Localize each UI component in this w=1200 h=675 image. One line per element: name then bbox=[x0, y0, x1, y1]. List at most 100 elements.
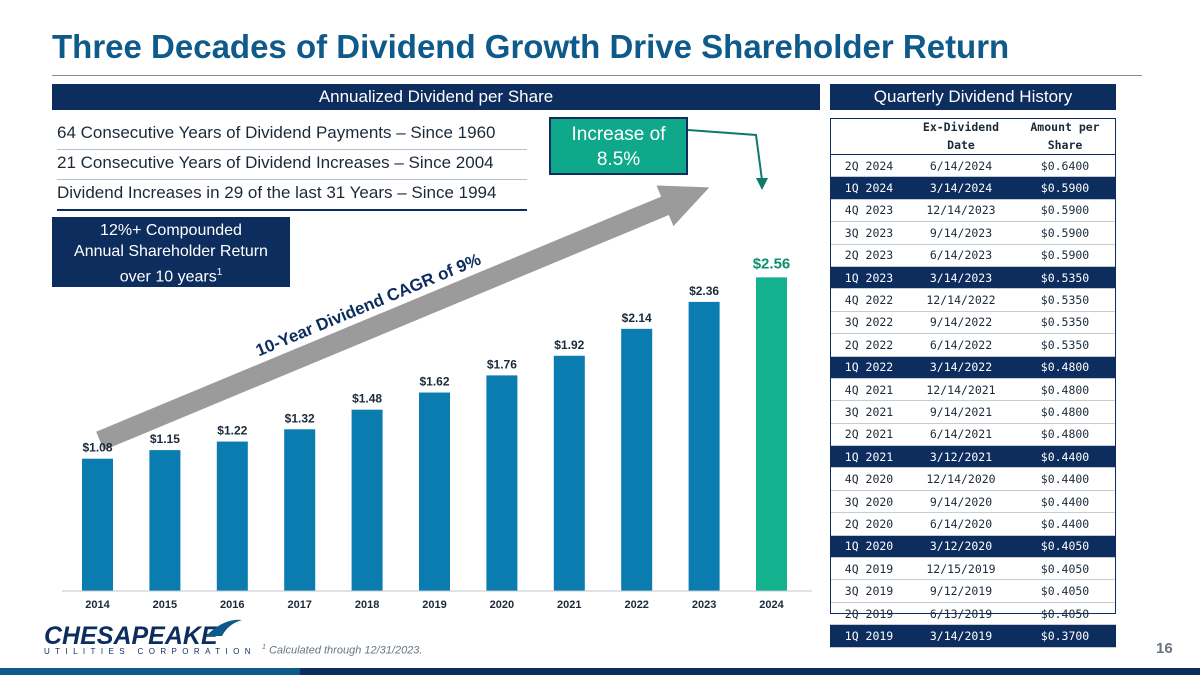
amount-cell: $0.5900 bbox=[1014, 221, 1116, 245]
quarter-cell: 2Q 2024 bbox=[830, 154, 908, 178]
exdate-cell: 9/14/2020 bbox=[908, 490, 1014, 514]
exdate-cell: 3/12/2021 bbox=[908, 445, 1014, 469]
bar-2016 bbox=[216, 441, 248, 591]
exdate-cell: 12/14/2023 bbox=[908, 199, 1014, 223]
page-title: Three Decades of Dividend Growth Drive S… bbox=[52, 28, 1010, 65]
quarter-cell: 3Q 2023 bbox=[830, 221, 908, 245]
quarter-cell: 1Q 2024 bbox=[830, 176, 908, 200]
exdate-cell: 9/14/2021 bbox=[908, 400, 1014, 424]
quarter-cell: 2Q 2020 bbox=[830, 512, 908, 536]
table-row: 2Q 2023 6/14/2023 $0.5900 bbox=[830, 244, 1116, 267]
col-header-quarter bbox=[830, 118, 908, 155]
company-logo: CHESAPEAKE UTILITIES CORPORATION bbox=[44, 619, 256, 656]
logo-subtitle: UTILITIES CORPORATION bbox=[44, 647, 256, 656]
amount-cell: $0.4400 bbox=[1014, 445, 1116, 469]
quarter-cell: 4Q 2020 bbox=[830, 467, 908, 491]
quarter-cell: 1Q 2021 bbox=[830, 445, 908, 469]
bar-2017 bbox=[284, 429, 316, 591]
x-tick-label: 2020 bbox=[490, 599, 514, 611]
exdate-cell: 6/14/2024 bbox=[908, 154, 1014, 178]
table-row: 2Q 2022 6/14/2022 $0.5350 bbox=[830, 333, 1116, 357]
x-tick-label: 2015 bbox=[153, 599, 177, 611]
bar-2021 bbox=[553, 355, 585, 591]
amount-cell: $0.4800 bbox=[1014, 378, 1116, 402]
quarter-cell: 1Q 2020 bbox=[830, 535, 908, 559]
col-header-exdate: Ex-Dividend Date bbox=[908, 118, 1014, 155]
fact-line: 64 Consecutive Years of Dividend Payment… bbox=[57, 120, 527, 150]
table-row: 4Q 2023 12/14/2023 $0.5900 bbox=[830, 199, 1116, 223]
bar-value-label: $1.92 bbox=[554, 338, 584, 352]
amount-cell: $0.5900 bbox=[1014, 244, 1116, 267]
exdate-cell: 6/14/2023 bbox=[908, 244, 1014, 267]
amount-cell: $0.4050 bbox=[1014, 535, 1116, 559]
bottom-bar bbox=[0, 668, 1200, 675]
table-row: 4Q 2022 12/14/2022 $0.5350 bbox=[830, 288, 1116, 312]
bar-value-label: $2.56 bbox=[753, 255, 791, 272]
quarter-cell: 3Q 2022 bbox=[830, 311, 908, 335]
col-header-amount: Amount per Share bbox=[1014, 118, 1116, 155]
x-tick-label: 2024 bbox=[759, 599, 784, 611]
dividend-facts: 64 Consecutive Years of Dividend Payment… bbox=[57, 120, 527, 211]
amount-cell: $0.4050 bbox=[1014, 557, 1116, 581]
logo-swoosh-icon bbox=[206, 619, 242, 636]
exdate-cell: 3/14/2022 bbox=[908, 356, 1014, 379]
quarter-cell: 4Q 2023 bbox=[830, 199, 908, 223]
bar-2020 bbox=[486, 375, 518, 591]
bar-2019 bbox=[419, 392, 450, 591]
bar-2018 bbox=[351, 409, 383, 591]
amount-cell: $0.4800 bbox=[1014, 423, 1116, 447]
quarterly-dividend-table: Ex-Dividend Date Amount per Share 2Q 2024 6… bbox=[830, 118, 1116, 648]
tsr-line-1: 12%+ Compounded bbox=[100, 222, 242, 239]
table-row: 3Q 2020 9/14/2020 $0.4400 bbox=[830, 490, 1116, 514]
footnote: 1 Calculated through 12/31/2023. bbox=[262, 644, 423, 657]
table-row: 3Q 2022 9/14/2022 $0.5350 bbox=[830, 311, 1116, 335]
amount-cell: $0.4800 bbox=[1014, 400, 1116, 424]
quarter-cell: 2Q 2021 bbox=[830, 423, 908, 447]
quarter-cell: 4Q 2019 bbox=[830, 557, 908, 581]
table-row: 4Q 2019 12/15/2019 $0.4050 bbox=[830, 557, 1116, 581]
bar-value-label: $1.15 bbox=[150, 432, 180, 446]
x-tick-label: 2021 bbox=[557, 599, 581, 611]
exdate-cell: 3/14/2024 bbox=[908, 176, 1014, 200]
amount-cell: $0.4400 bbox=[1014, 490, 1116, 514]
bar-2015 bbox=[149, 450, 181, 591]
exdate-cell: 12/15/2019 bbox=[908, 557, 1014, 581]
amount-cell: $0.5900 bbox=[1014, 176, 1116, 200]
shareholder-return-box: 12%+ Compounded Annual Shareholder Retur… bbox=[52, 217, 290, 287]
table-row: 2Q 2019 6/13/2019 $0.4050 bbox=[830, 602, 1116, 626]
table-row: 2Q 2021 6/14/2021 $0.4800 bbox=[830, 423, 1116, 447]
increase-line-2: 8.5% bbox=[596, 149, 641, 170]
amount-cell: $0.4400 bbox=[1014, 467, 1116, 491]
x-tick-label: 2014 bbox=[85, 599, 110, 611]
bar-value-label: $2.36 bbox=[689, 284, 719, 298]
quarter-cell: 4Q 2021 bbox=[830, 378, 908, 402]
table-row: 1Q 2019 3/14/2019 $0.3700 bbox=[830, 624, 1116, 648]
x-tick-label: 2016 bbox=[220, 599, 244, 611]
bar-2023 bbox=[688, 301, 720, 591]
table-row: 1Q 2024 3/14/2024 $0.5900 bbox=[830, 176, 1116, 200]
exdate-cell: 6/13/2019 bbox=[908, 602, 1014, 626]
increase-line-1: Increase of bbox=[571, 124, 666, 145]
bar-value-label: $1.32 bbox=[285, 411, 315, 425]
increase-box: Increase of 8.5% bbox=[549, 117, 688, 175]
x-tick-label: 2022 bbox=[624, 599, 648, 611]
x-tick-label: 2018 bbox=[355, 599, 379, 611]
amount-cell: $0.4800 bbox=[1014, 356, 1116, 379]
exdate-cell: 9/14/2023 bbox=[908, 221, 1014, 245]
table-row: 1Q 2021 3/12/2021 $0.4400 bbox=[830, 445, 1116, 469]
quarter-cell: 3Q 2020 bbox=[830, 490, 908, 514]
cagr-arrow-shape bbox=[96, 185, 710, 451]
amount-cell: $0.4050 bbox=[1014, 579, 1116, 603]
table-header-row: Ex-Dividend Date Amount per Share bbox=[830, 118, 1116, 155]
exdate-cell: 9/14/2022 bbox=[908, 311, 1014, 335]
quarter-cell: 1Q 2022 bbox=[830, 356, 908, 379]
quarter-cell: 3Q 2021 bbox=[830, 400, 908, 424]
bar-2014 bbox=[82, 458, 113, 591]
bar-value-label: $1.48 bbox=[352, 392, 382, 406]
exdate-cell: 3/14/2023 bbox=[908, 266, 1014, 290]
exdate-cell: 6/14/2021 bbox=[908, 423, 1014, 447]
quarterly-dividend-banner: Quarterly Dividend History bbox=[830, 84, 1116, 110]
tsr-line-2: Annual Shareholder Return bbox=[74, 243, 268, 260]
bar-2022 bbox=[621, 328, 653, 591]
exdate-cell: 3/14/2019 bbox=[908, 624, 1014, 648]
